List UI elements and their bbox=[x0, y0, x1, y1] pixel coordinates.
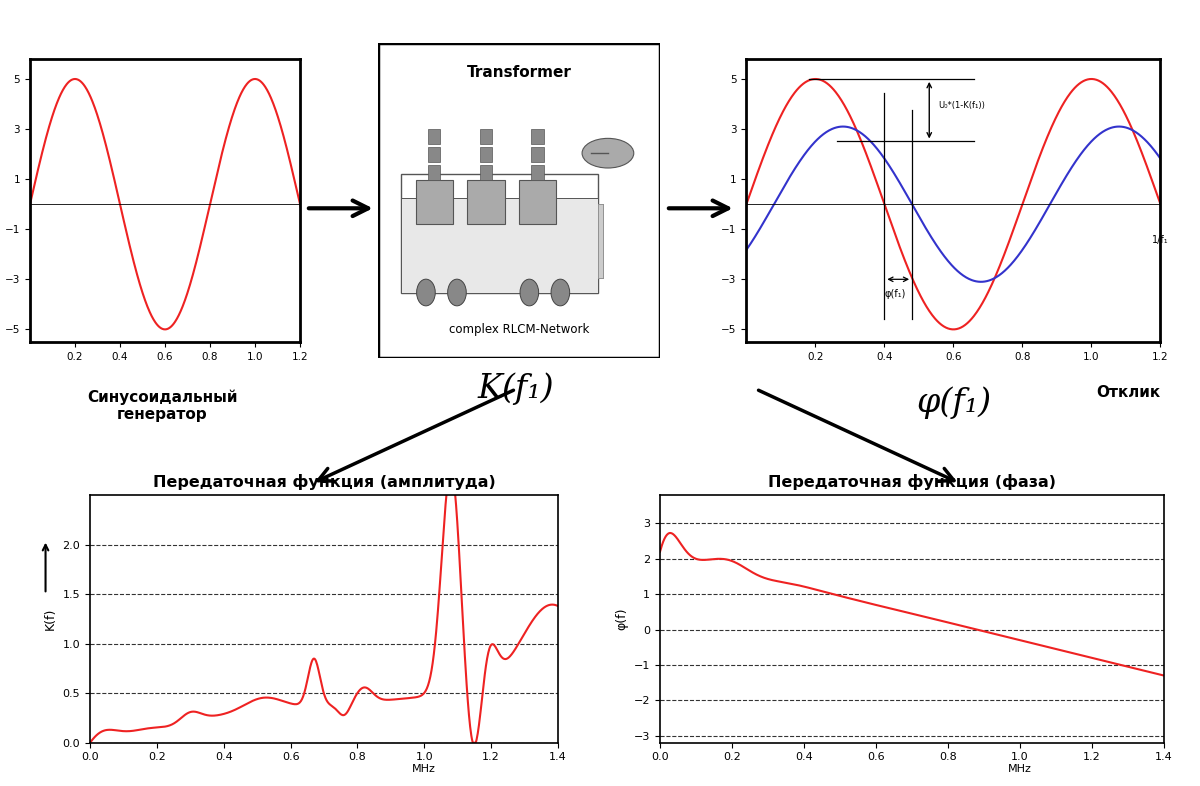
Text: φ(f₁): φ(f₁) bbox=[884, 288, 906, 299]
Y-axis label: φ(f): φ(f) bbox=[616, 608, 629, 630]
Title: Передаточная функция (амплитуда): Передаточная функция (амплитуда) bbox=[152, 474, 496, 490]
Text: Transformer: Transformer bbox=[467, 65, 571, 80]
Title: Передаточная функция (фаза): Передаточная функция (фаза) bbox=[768, 474, 1056, 490]
Text: Синусоидальный
генератор: Синусоидальный генератор bbox=[86, 389, 238, 422]
Text: complex RLCM-Network: complex RLCM-Network bbox=[449, 322, 589, 336]
Y-axis label: K(f): K(f) bbox=[44, 608, 56, 630]
Text: K(f₁): K(f₁) bbox=[478, 373, 554, 406]
FancyBboxPatch shape bbox=[378, 43, 660, 358]
Text: Отклик: Отклик bbox=[1096, 385, 1160, 400]
Text: φ(f₁): φ(f₁) bbox=[917, 386, 991, 419]
Text: U₀*(1-K(f₁)): U₀*(1-K(f₁)) bbox=[938, 101, 985, 110]
Text: 1/f₁: 1/f₁ bbox=[1152, 235, 1169, 245]
